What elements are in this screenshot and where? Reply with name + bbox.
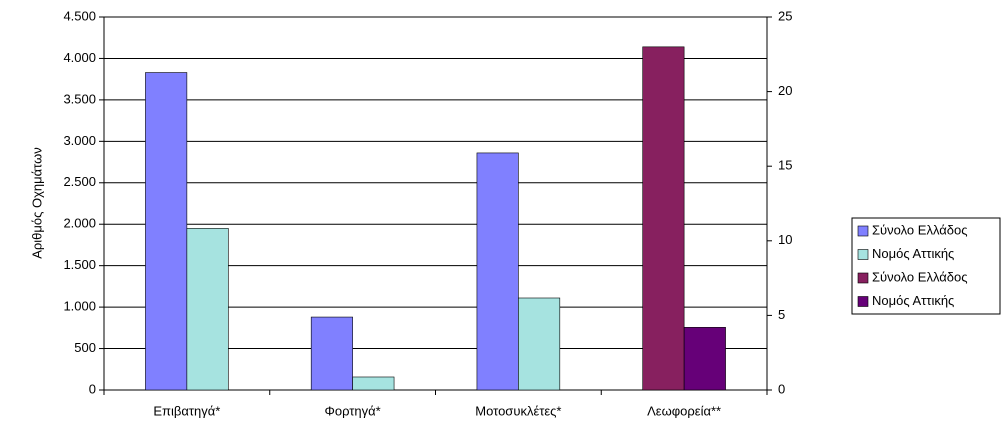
- y2-tick-label: 15: [778, 158, 792, 173]
- bar: [186, 228, 229, 391]
- y-tick-label: 0: [89, 381, 96, 396]
- y2-tick-label: 25: [778, 8, 792, 23]
- y-tick-label: 1.000: [63, 299, 96, 314]
- x-tick-label: Μοτοσυκλέτες*: [475, 403, 561, 418]
- legend-swatch: [857, 272, 869, 284]
- y2-tick-label: 0: [778, 381, 785, 396]
- y2-tick-label: 5: [778, 307, 785, 322]
- y-tick-label: 3.000: [63, 133, 96, 148]
- legend-label: Σύνολο Ελλάδος: [872, 269, 968, 284]
- x-tick-label: Φορτηγά*: [324, 403, 380, 418]
- y2-tick-label: 10: [778, 232, 792, 247]
- bar: [352, 376, 395, 391]
- bar: [476, 152, 519, 391]
- y-tick-label: 4.500: [63, 8, 96, 23]
- y-tick-label: 2.500: [63, 174, 96, 189]
- x-tick-label: Λεωφορεία**: [647, 403, 721, 418]
- bar: [518, 297, 561, 391]
- legend-swatch: [857, 225, 869, 237]
- bar: [683, 327, 726, 391]
- y-tick-label: 4.000: [63, 50, 96, 65]
- legend-swatch: [857, 249, 869, 260]
- y-tick-label: 2.000: [63, 216, 96, 231]
- legend-label: Νομός Αττικής: [872, 246, 954, 261]
- bar: [145, 72, 188, 391]
- legend-box: [851, 217, 1001, 315]
- y-tick-label: 500: [74, 340, 96, 355]
- legend-label: Σύνολο Ελλάδος: [872, 222, 968, 237]
- legend-label: Νομός Αττικής: [872, 293, 954, 308]
- x-tick-label: Επιβατηγά*: [153, 403, 220, 418]
- y-tick-label: 3.500: [63, 91, 96, 106]
- bar: [642, 46, 685, 391]
- y-axis-title: Αριθμός Οχημάτων: [29, 147, 44, 259]
- legend-swatch: [857, 296, 869, 307]
- y2-tick-label: 20: [778, 83, 792, 98]
- y-tick-label: 1.500: [63, 257, 96, 272]
- bar: [310, 316, 353, 391]
